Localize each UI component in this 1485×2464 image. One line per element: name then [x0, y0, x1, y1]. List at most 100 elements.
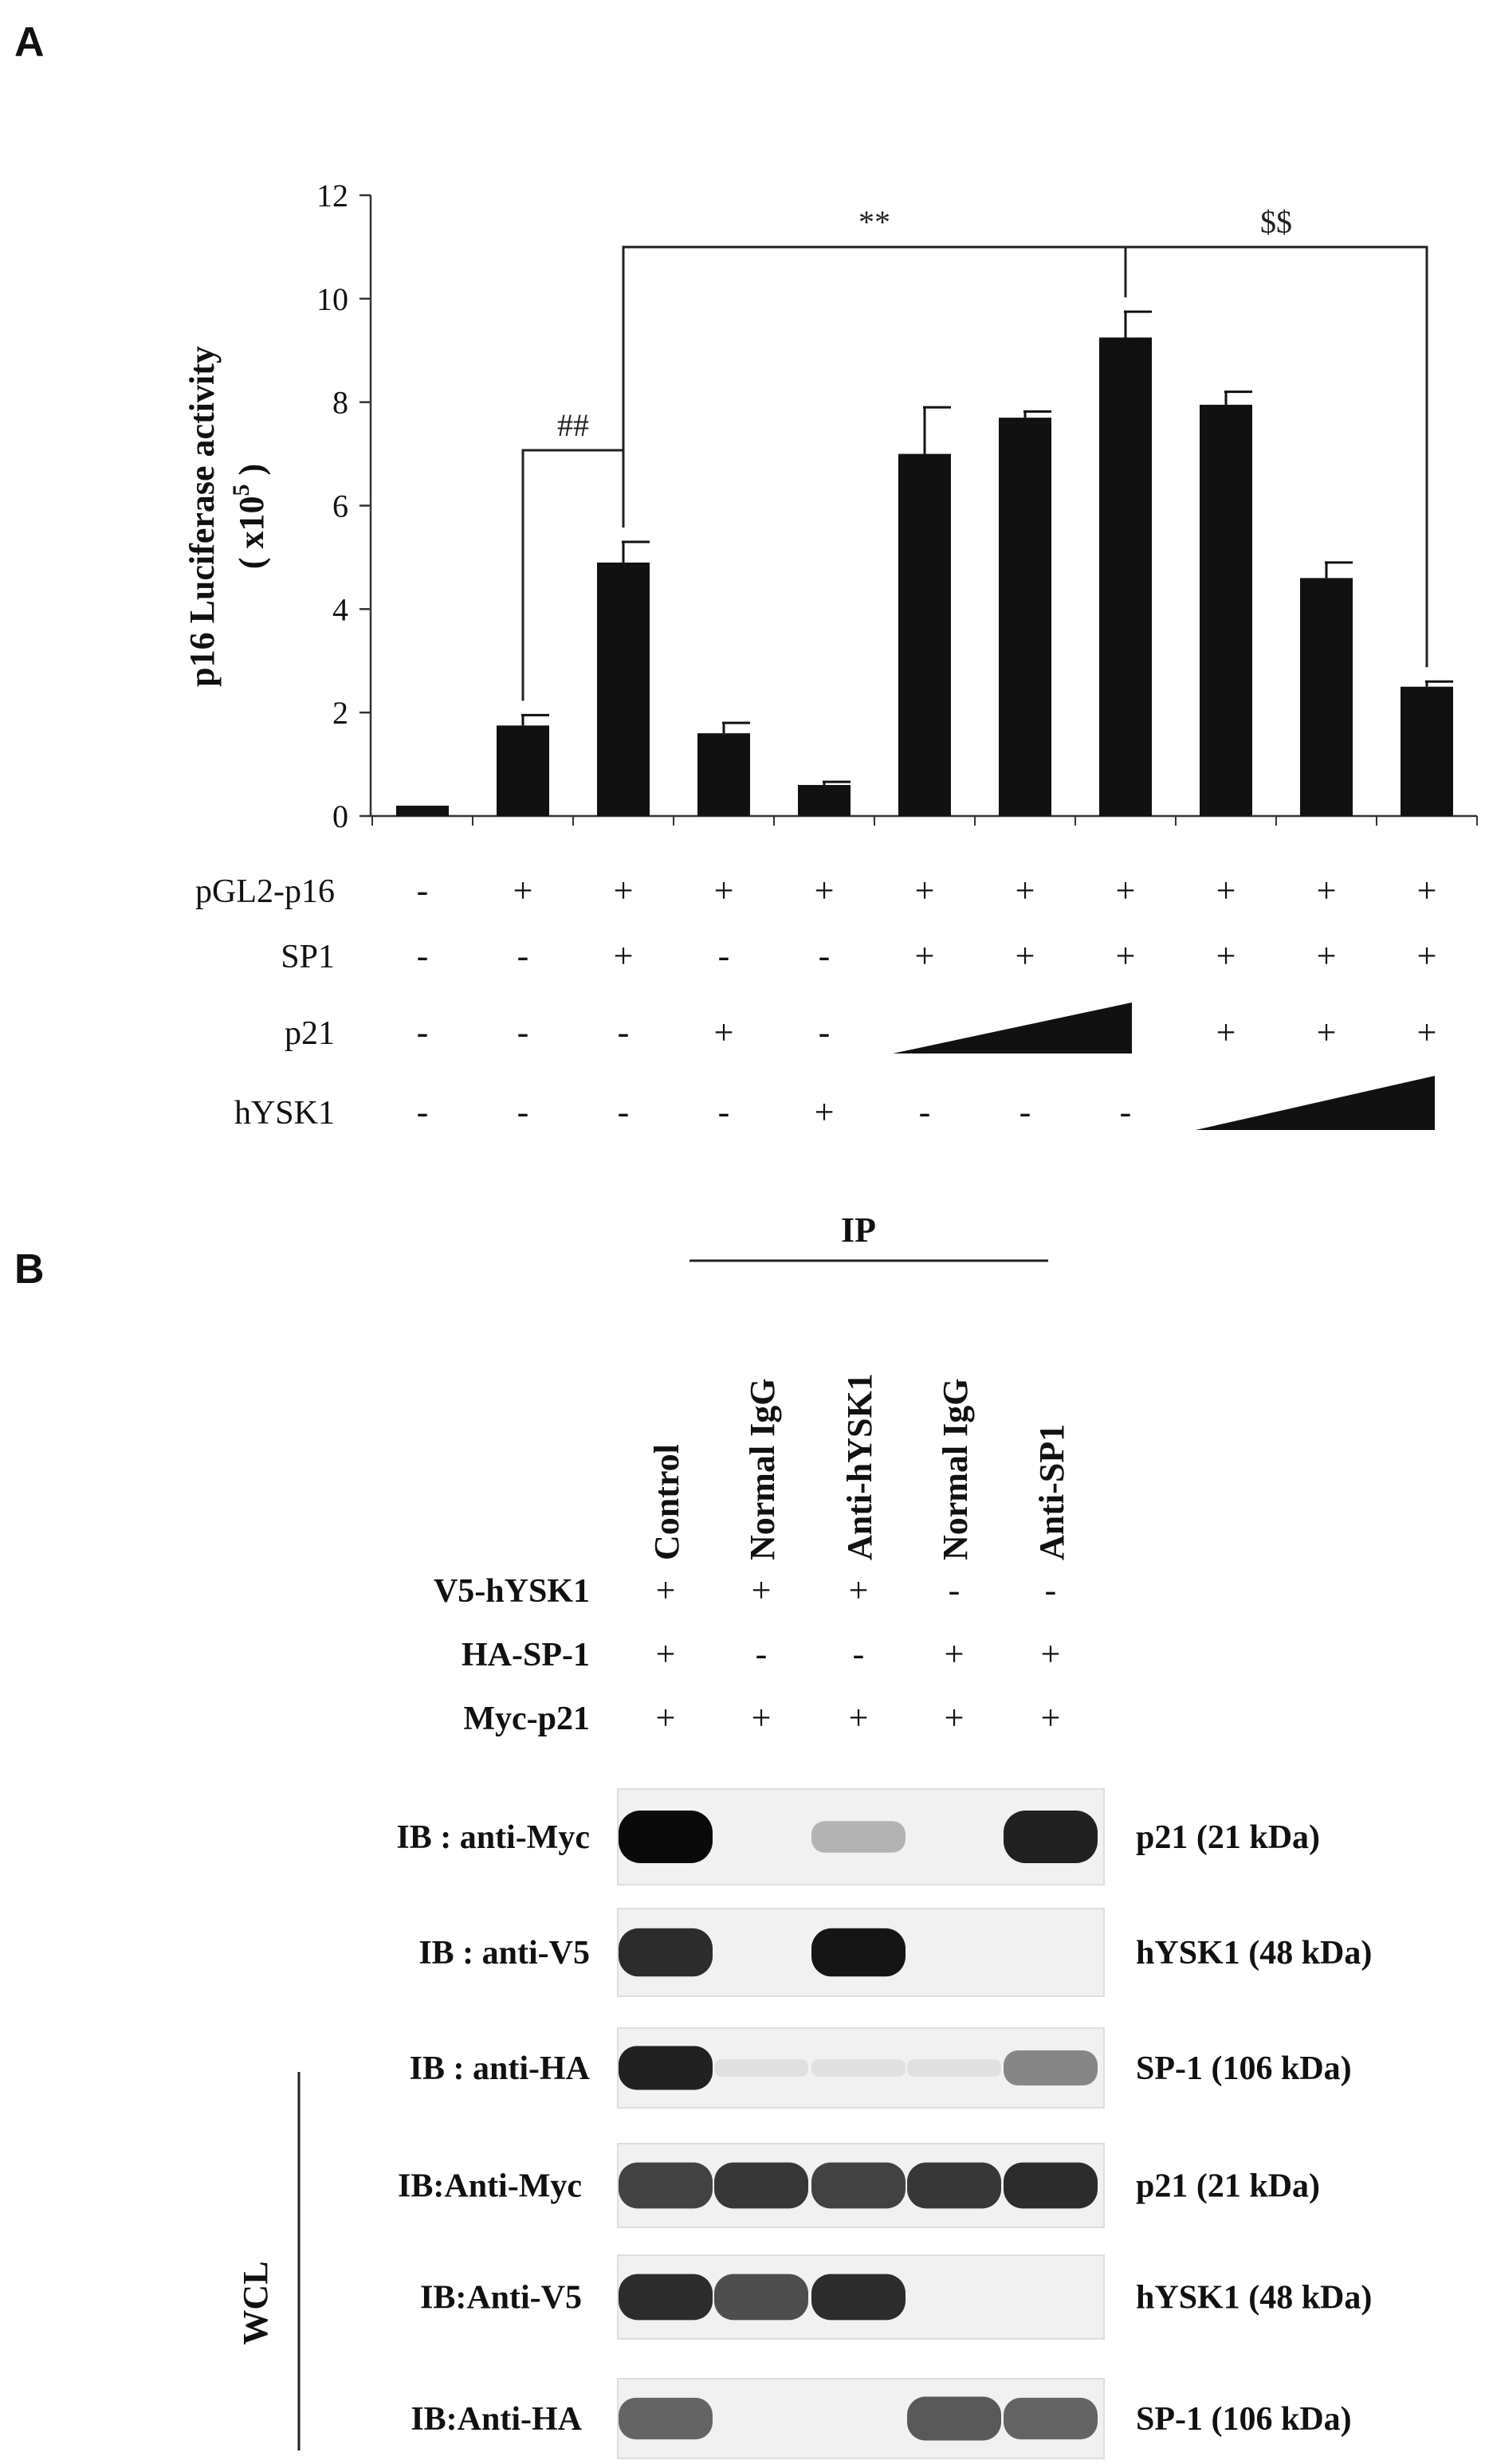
- condition-symbol: -: [718, 1093, 730, 1132]
- blot-band: [907, 2396, 1001, 2441]
- treatment-symbol: +: [849, 1571, 869, 1610]
- treatment-symbol: +: [656, 1634, 676, 1673]
- bar: [898, 453, 951, 816]
- condition-symbol: -: [718, 936, 730, 975]
- condition-symbol: +: [1417, 1013, 1437, 1052]
- significance-bracket: [1124, 245, 1428, 668]
- ib-label: IB:Anti-HA: [411, 2401, 582, 2438]
- treatment-label: Myc-p21: [463, 1701, 590, 1737]
- ib-label: IB : anti-V5: [418, 1935, 590, 1972]
- blot-band: [619, 1928, 713, 1977]
- lane-labels: Control Normal IgG Anti-hYSK1 Normal IgG Ant…: [647, 1373, 1071, 1560]
- protein-label: p21 (21 kDa): [1136, 2168, 1320, 2205]
- y-tick-label: 2: [332, 695, 348, 731]
- lane-label: Anti-SP1: [1032, 1424, 1071, 1560]
- condition-symbol: +: [614, 871, 634, 910]
- condition-symbol: +: [815, 871, 835, 910]
- blot-band: [714, 2162, 808, 2209]
- condition-symbol: +: [513, 871, 533, 910]
- significance-label: **: [858, 204, 890, 240]
- condition-symbol: +: [1317, 1013, 1337, 1052]
- bars: [396, 310, 1453, 817]
- treatment-symbol: +: [656, 1698, 676, 1737]
- significance-label: ##: [557, 407, 589, 443]
- condition-symbol: -: [618, 1093, 630, 1132]
- condition-symbol: +: [1317, 871, 1337, 910]
- condition-table: pGL2-p16 - + + + + + + + + + + SP1 - - + - - + + + + + + p21 - - - +…: [195, 871, 1436, 1132]
- y-axis-ticks: 0 2 4 6 8 10 12: [316, 178, 1478, 834]
- condition-symbol: +: [915, 871, 935, 910]
- condition-symbol: -: [417, 936, 429, 975]
- blot-band: [1004, 2162, 1098, 2209]
- condition-symbol: +: [1216, 871, 1236, 910]
- blot-band: [619, 2397, 713, 2440]
- condition-symbol: -: [1019, 1093, 1031, 1132]
- wcl-group: WCL: [236, 2072, 301, 2450]
- bar: [597, 562, 650, 816]
- treatment-symbol: +: [1041, 1634, 1061, 1673]
- condition-symbol: -: [819, 1013, 831, 1052]
- blot-band: [1004, 2397, 1098, 2440]
- blot-band: [811, 2059, 906, 2077]
- panel-b-letter: B: [14, 1246, 45, 1293]
- bar: [999, 418, 1051, 816]
- condition-symbol: -: [517, 1013, 529, 1052]
- condition-symbol: +: [1216, 1013, 1236, 1052]
- ip-header: IP: [689, 1210, 1048, 1262]
- condition-symbol: +: [1216, 936, 1236, 975]
- wcl-label: WCL: [236, 2261, 275, 2344]
- blot-band: [714, 2059, 808, 2077]
- condition-symbol: -: [819, 936, 831, 975]
- blot-band: [1004, 2050, 1098, 2085]
- protein-label: SP-1 (106 kDa): [1136, 2050, 1352, 2087]
- condition-symbol: +: [614, 936, 634, 975]
- bar: [497, 725, 549, 816]
- condition-label: p21: [285, 1015, 335, 1052]
- protein-label: hYSK1 (48 kDa): [1136, 1935, 1372, 1972]
- protein-label: SP-1 (106 kDa): [1136, 2401, 1352, 2438]
- ib-label: IB:Anti-Myc: [398, 2168, 582, 2205]
- condition-symbol: -: [618, 1013, 630, 1052]
- condition-symbol: +: [1317, 936, 1337, 975]
- treatment-symbol: +: [945, 1634, 964, 1673]
- bar: [1200, 404, 1252, 817]
- ib-label: IB : anti-Myc: [396, 1819, 590, 1856]
- treatment-symbol: -: [756, 1634, 768, 1673]
- bar: [1401, 686, 1453, 816]
- lane-label: Normal IgG: [743, 1378, 782, 1560]
- y-tick-label: 12: [316, 178, 348, 214]
- blot-band: [619, 2274, 713, 2321]
- bar: [1099, 337, 1152, 816]
- y-tick-label: 4: [332, 591, 348, 627]
- condition-symbol: -: [919, 1093, 931, 1132]
- treatment-symbol: +: [849, 1698, 869, 1737]
- condition-symbol: -: [417, 1093, 429, 1132]
- condition-symbol: +: [815, 1093, 835, 1132]
- y-tick-label: 8: [332, 385, 348, 421]
- hysk1-dose-ramp: [1196, 1076, 1435, 1130]
- bar: [697, 733, 750, 816]
- blot-band: [714, 2274, 808, 2321]
- condition-symbol: -: [417, 871, 429, 910]
- treatment-symbol: -: [949, 1571, 961, 1610]
- significance-brackets: ## ** $$: [521, 204, 1428, 701]
- condition-label: hYSK1: [234, 1095, 335, 1132]
- bar: [798, 785, 851, 816]
- lane-label: Anti-hYSK1: [840, 1373, 879, 1560]
- condition-symbol: +: [714, 871, 734, 910]
- bar: [1300, 578, 1353, 816]
- condition-symbol: -: [517, 1093, 529, 1132]
- condition-symbol: -: [517, 936, 529, 975]
- treatment-label: V5-hYSK1: [434, 1573, 590, 1610]
- condition-symbol: +: [1417, 871, 1437, 910]
- blot-band: [619, 2046, 713, 2090]
- treatment-symbol: -: [1045, 1571, 1057, 1610]
- p21-dose-ramp: [893, 1002, 1132, 1053]
- protein-label: hYSK1 (48 kDa): [1136, 2280, 1372, 2317]
- ib-label: IB:Anti-V5: [420, 2280, 582, 2317]
- ib-label: IB : anti-HA: [410, 2050, 591, 2087]
- condition-symbol: +: [1016, 871, 1035, 910]
- ip-label: IP: [841, 1210, 876, 1250]
- treatment-symbol: +: [752, 1571, 772, 1610]
